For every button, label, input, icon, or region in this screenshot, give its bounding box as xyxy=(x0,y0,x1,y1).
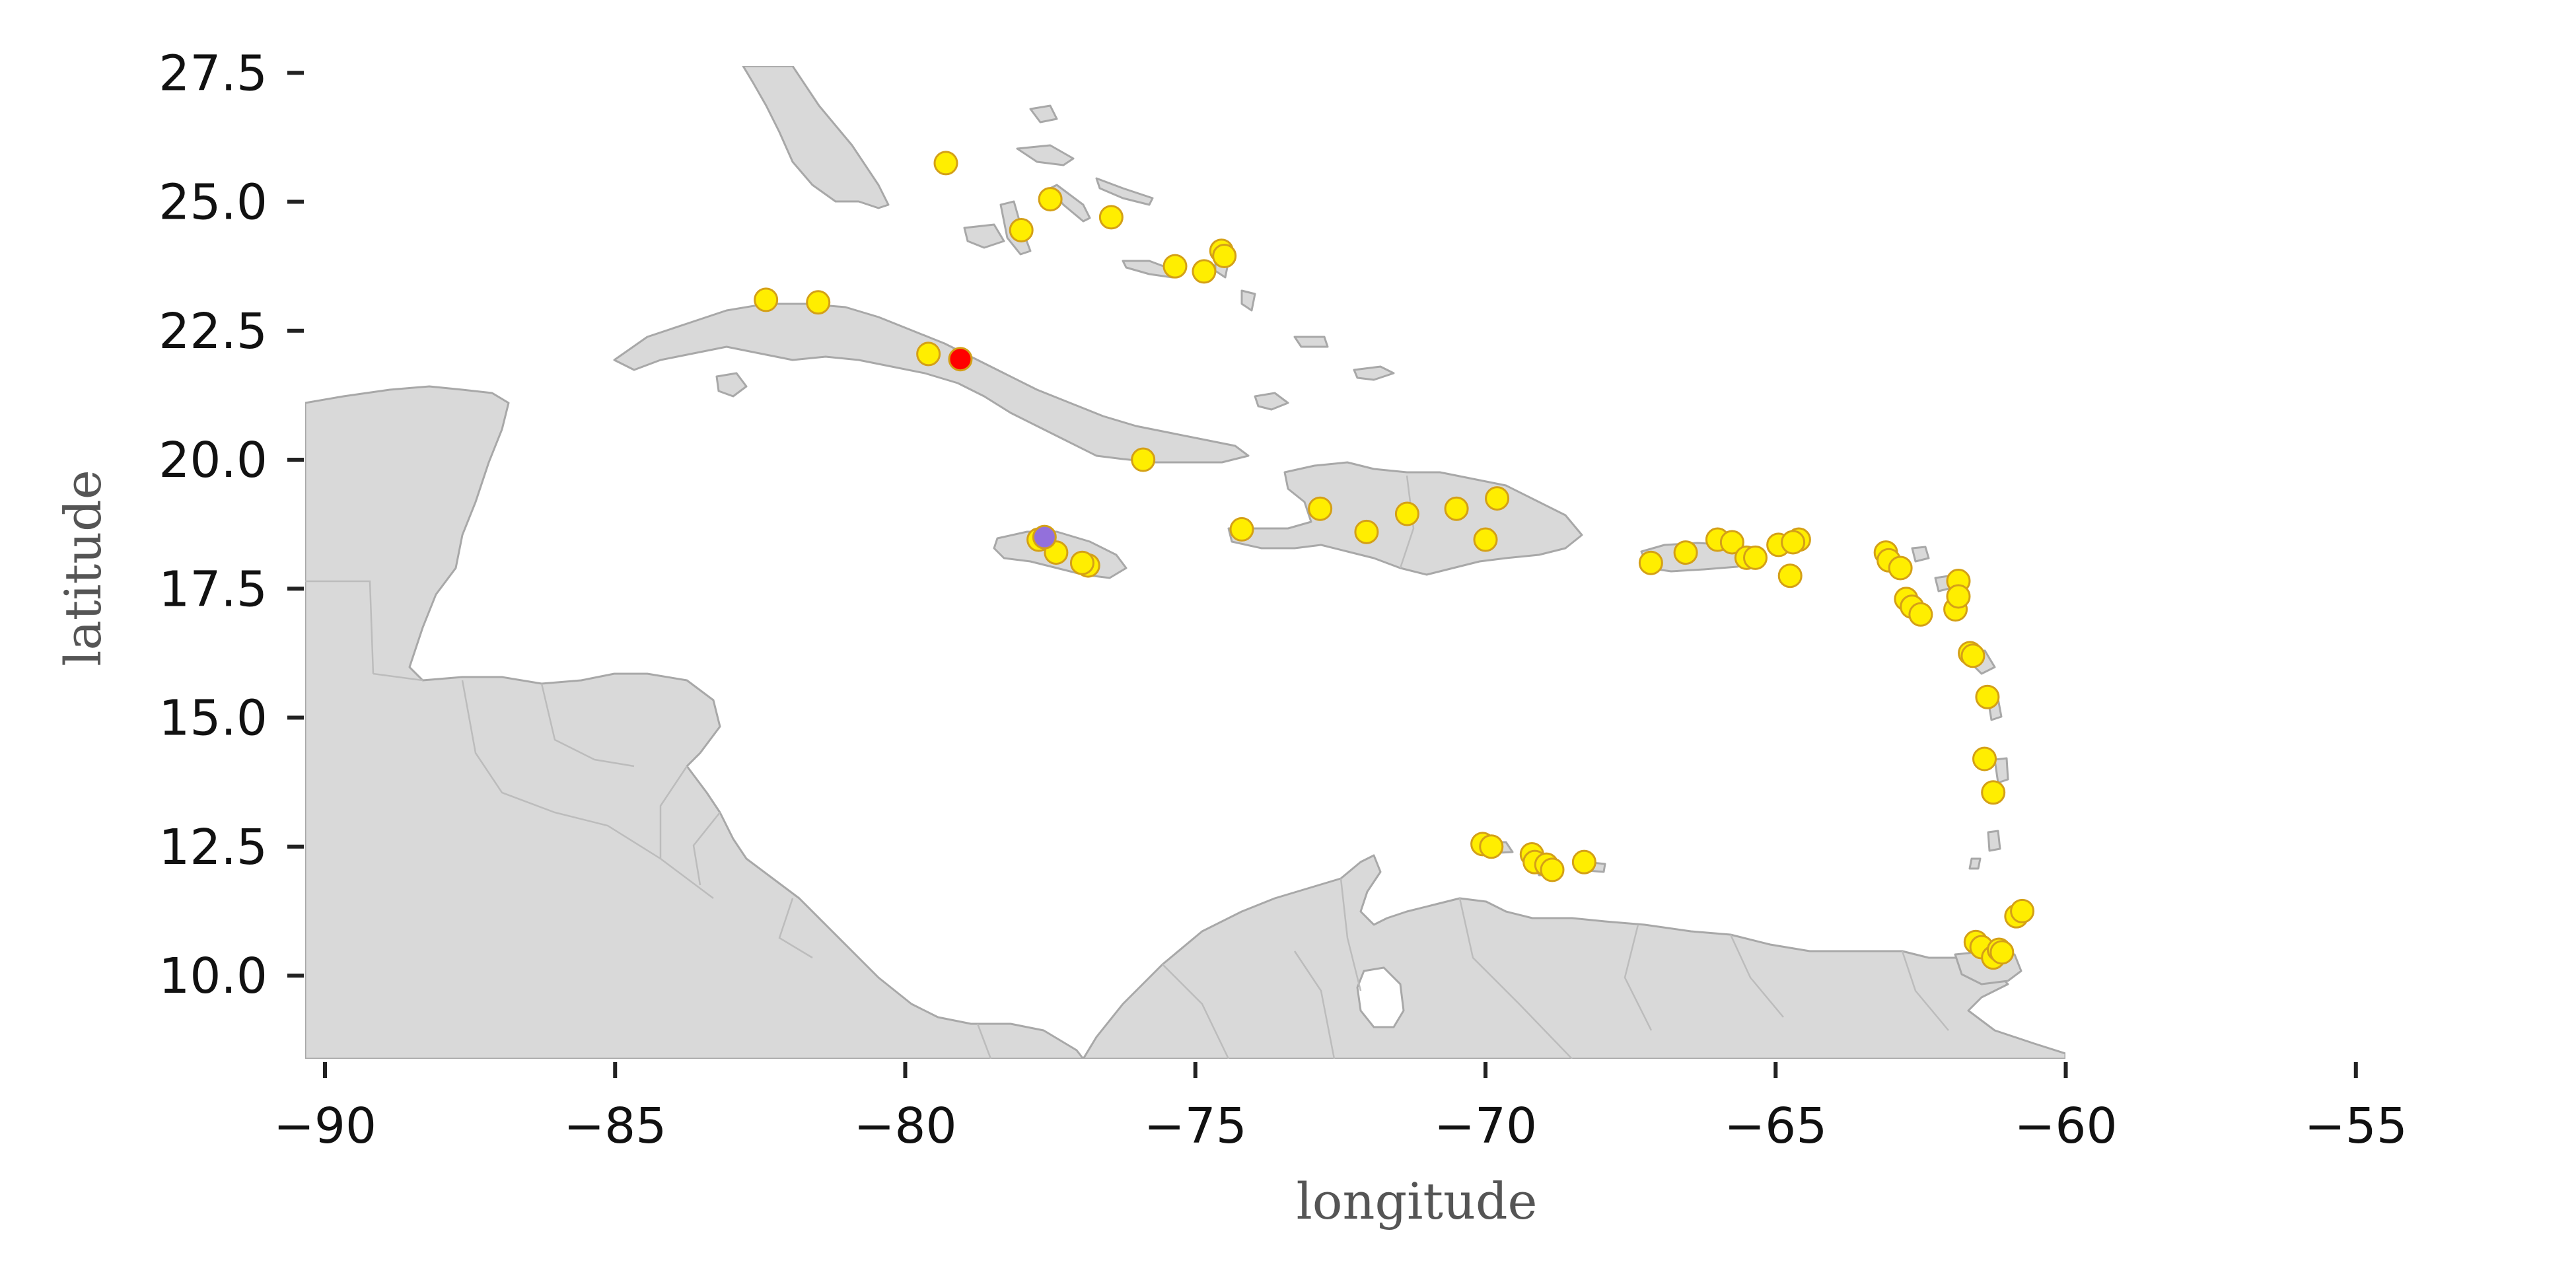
site-point xyxy=(1975,684,2000,709)
x-tick-label: −85 xyxy=(563,1098,666,1155)
site-point xyxy=(2078,802,2100,824)
y-axis-title: latitude xyxy=(54,470,112,666)
y-tick-label: 27.5 xyxy=(159,45,268,102)
site-point xyxy=(2075,807,2097,830)
site-point xyxy=(1960,643,1986,668)
site-point xyxy=(1192,259,1217,284)
country-borders xyxy=(305,475,1949,1059)
y-tick-label: 22.5 xyxy=(159,303,268,360)
x-tick-label: −90 xyxy=(273,1098,376,1155)
land-cuba xyxy=(613,303,1250,464)
site-point xyxy=(1163,254,1188,279)
site-point xyxy=(1479,834,1504,859)
x-axis-title: longitude xyxy=(1296,1172,1537,1231)
x-tick-label: −70 xyxy=(1434,1098,1537,1155)
x-tick-label: −55 xyxy=(2305,1098,2408,1155)
site-point xyxy=(2010,898,2035,923)
site-point xyxy=(1485,486,1510,511)
site-point xyxy=(1989,940,2015,965)
highlight-point-red xyxy=(948,347,973,372)
x-tick-label: −60 xyxy=(2014,1098,2117,1155)
site-point xyxy=(1394,501,1419,526)
land-central-america xyxy=(305,385,1085,1059)
basemap-land xyxy=(305,66,2065,1059)
site-point xyxy=(1038,187,1063,212)
site-point xyxy=(1638,550,1663,575)
site-point xyxy=(1473,527,1498,552)
x-tick-label: −80 xyxy=(853,1098,956,1155)
site-point xyxy=(1888,555,1913,581)
y-tick-label: 12.5 xyxy=(159,819,268,876)
highlight-point-purple xyxy=(1032,524,1057,550)
site-point xyxy=(933,151,958,176)
site-point xyxy=(1009,217,1034,242)
site-point xyxy=(1308,496,1333,521)
site-point xyxy=(1777,563,1803,589)
y-tick-label: 15.0 xyxy=(159,690,268,747)
site-points xyxy=(754,151,2100,970)
site-point xyxy=(1444,496,1469,521)
site-point xyxy=(1673,540,1698,565)
site-point xyxy=(1946,584,1971,609)
land-lesser-antilles xyxy=(1478,546,2009,877)
x-tick-label: −65 xyxy=(1724,1098,1827,1155)
site-point xyxy=(1781,530,1806,555)
site-point xyxy=(1571,849,1596,875)
site-point xyxy=(1719,530,1744,555)
y-axis: 10.0 12.5 15.0 17.5 20.0 22.5 25.0 27.5 xyxy=(159,45,304,1005)
site-point xyxy=(1743,545,1768,570)
site-point xyxy=(1069,550,1094,575)
site-point xyxy=(916,341,941,367)
site-point xyxy=(1212,244,1237,269)
site-point xyxy=(1972,746,1997,771)
y-tick-label: 10.0 xyxy=(159,948,268,1005)
site-point xyxy=(1229,517,1254,542)
site-point xyxy=(1131,447,1156,472)
site-point xyxy=(1354,519,1379,544)
y-tick-label: 25.0 xyxy=(159,174,268,231)
y-tick-label: 20.0 xyxy=(159,432,268,489)
land-south-america xyxy=(1082,854,2065,1059)
land-florida xyxy=(742,66,890,209)
site-point xyxy=(754,287,779,312)
y-tick-label: 17.5 xyxy=(159,561,268,618)
land-isla-juventud xyxy=(715,372,748,398)
land-lake-maracaibo xyxy=(1356,966,1405,1028)
x-tick-label: −75 xyxy=(1144,1098,1247,1155)
site-point xyxy=(1908,602,1933,627)
x-axis: −90 −85 −80 −75 −70 −65 −60 −55 xyxy=(273,1062,2408,1155)
site-point xyxy=(806,290,831,315)
site-point xyxy=(1540,857,1565,882)
site-point xyxy=(1981,780,2006,805)
site-point xyxy=(1098,205,1124,230)
